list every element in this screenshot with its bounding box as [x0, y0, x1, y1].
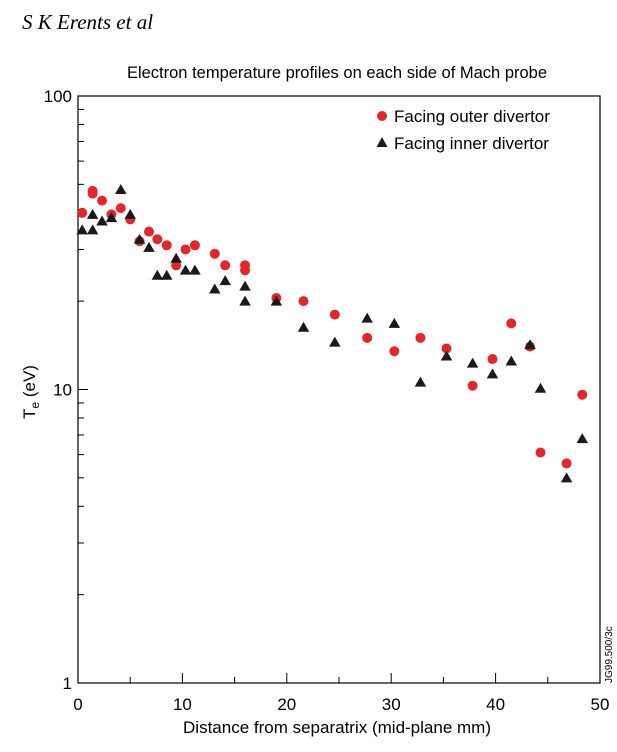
- legend-label-inner: Facing inner divertor: [394, 134, 549, 153]
- legend: Facing outer divertor Facing inner diver…: [376, 107, 550, 153]
- figure-code: JG99.500/3c: [604, 626, 615, 683]
- point-outer-divertor: [77, 207, 88, 218]
- y-tick-label: 100: [44, 87, 72, 106]
- point-outer-divertor: [143, 226, 154, 237]
- point-outer-divertor: [209, 248, 220, 259]
- point-inner-divertor: [524, 339, 536, 350]
- point-inner-divertor: [96, 215, 108, 226]
- point-inner-divertor: [124, 208, 136, 219]
- point-outer-divertor: [240, 265, 251, 276]
- point-inner-divertor: [189, 264, 201, 275]
- data-marks: [76, 184, 589, 483]
- point-outer-divertor: [298, 296, 309, 307]
- author-header: S K Erents et al: [22, 10, 154, 34]
- svg-text:Te (eV): Te (eV): [20, 365, 42, 419]
- point-inner-divertor: [143, 241, 155, 252]
- point-inner-divertor: [560, 472, 573, 483]
- y-axis-label: Te (eV): [20, 365, 42, 419]
- point-inner-divertor: [576, 433, 589, 444]
- point-inner-divertor: [466, 357, 479, 368]
- y-tick-label: 10: [53, 381, 72, 400]
- point-inner-divertor: [105, 212, 118, 223]
- point-inner-divertor: [361, 312, 373, 323]
- y-axis-label-unit: (eV): [20, 365, 39, 402]
- plot-frame: [77, 95, 601, 684]
- x-tick-label: 50: [591, 695, 610, 714]
- x-tick-label: 0: [73, 695, 82, 714]
- point-outer-divertor: [115, 203, 126, 214]
- x-tick-label: 30: [382, 695, 401, 714]
- point-outer-divertor: [506, 318, 517, 329]
- point-outer-divertor: [189, 240, 200, 251]
- point-outer-divertor: [220, 260, 231, 271]
- point-outer-divertor: [535, 447, 546, 458]
- legend-marker-outer: [377, 111, 387, 121]
- point-outer-divertor: [561, 458, 572, 469]
- point-inner-divertor: [270, 295, 283, 306]
- point-inner-divertor: [239, 280, 251, 291]
- point-inner-divertor: [170, 252, 182, 263]
- y-axis-label-sub: e: [28, 402, 42, 409]
- point-inner-divertor: [209, 283, 221, 294]
- point-outer-divertor: [152, 234, 163, 245]
- y-tick-label: 1: [63, 674, 72, 693]
- chart-title: Electron temperature profiles on each si…: [127, 64, 547, 82]
- point-inner-divertor: [115, 184, 127, 195]
- point-inner-divertor: [86, 224, 99, 235]
- point-inner-divertor: [534, 382, 547, 393]
- x-tick-label: 40: [486, 695, 505, 714]
- point-inner-divertor: [505, 355, 518, 366]
- point-outer-divertor: [415, 332, 426, 343]
- point-outer-divertor: [362, 332, 373, 343]
- point-inner-divertor: [388, 317, 401, 328]
- point-inner-divertor: [414, 376, 427, 387]
- y-axis-ticks: 1 10 100: [44, 87, 88, 693]
- point-outer-divertor: [577, 389, 588, 400]
- point-outer-divertor: [161, 240, 172, 251]
- point-inner-divertor: [76, 224, 88, 235]
- legend-marker-inner: [376, 137, 388, 147]
- point-inner-divertor: [219, 275, 231, 286]
- point-inner-divertor: [239, 295, 251, 306]
- point-outer-divertor: [441, 343, 452, 354]
- legend-label-outer: Facing outer divertor: [394, 107, 550, 126]
- point-outer-divertor: [467, 380, 478, 391]
- point-inner-divertor: [440, 350, 453, 361]
- point-inner-divertor: [151, 269, 164, 280]
- x-axis-ticks: 0 10 20 30 40 50: [73, 673, 609, 714]
- point-outer-divertor: [329, 309, 340, 320]
- point-outer-divertor: [180, 244, 191, 255]
- point-outer-divertor: [87, 185, 98, 196]
- point-outer-divertor: [97, 195, 108, 206]
- point-inner-divertor: [179, 264, 192, 275]
- point-inner-divertor: [486, 368, 499, 379]
- point-inner-divertor: [297, 321, 310, 332]
- point-outer-divertor: [171, 260, 182, 271]
- y-axis-label-main: T: [20, 409, 39, 419]
- point-outer-divertor: [389, 346, 400, 357]
- x-axis-label: Distance from separatrix (mid-plane mm): [183, 718, 491, 737]
- point-inner-divertor: [133, 233, 146, 244]
- point-outer-divertor: [487, 354, 498, 365]
- point-inner-divertor: [160, 269, 173, 280]
- point-inner-divertor: [329, 336, 341, 347]
- point-inner-divertor: [86, 208, 99, 219]
- x-tick-label: 10: [173, 695, 192, 714]
- x-tick-label: 20: [277, 695, 296, 714]
